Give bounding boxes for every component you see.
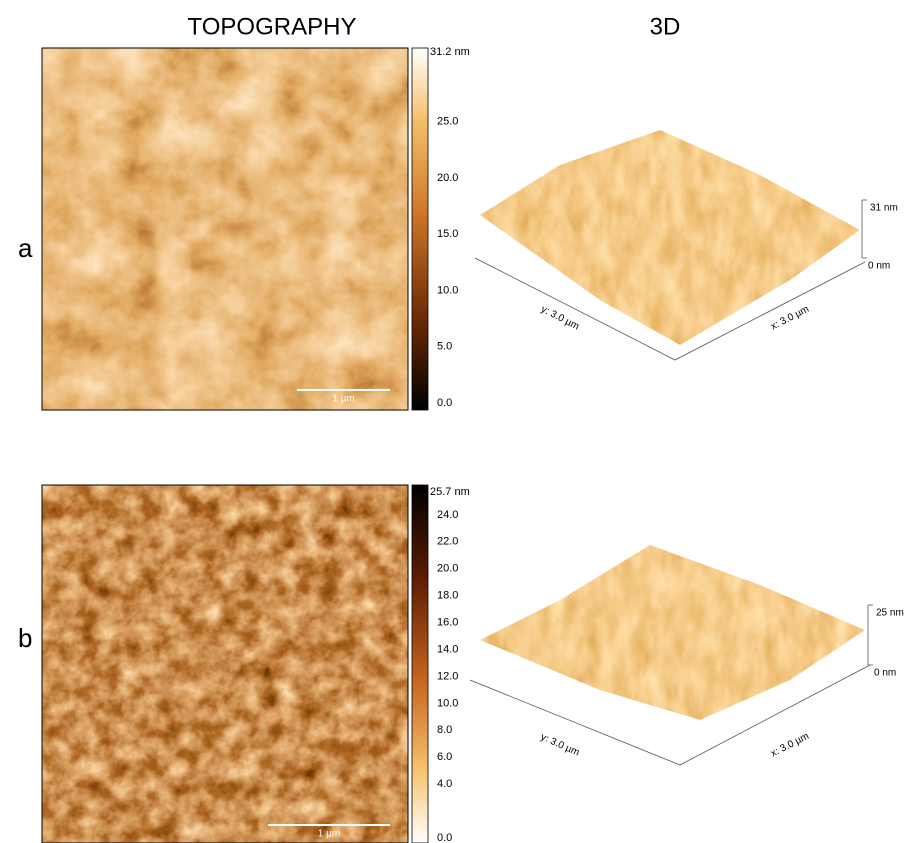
colorbar-tick-label: 14.0 — [437, 643, 458, 655]
colorbar-max-label: 31.2 nm — [430, 46, 470, 58]
column-header: 3D — [650, 13, 681, 40]
colorbar — [412, 48, 428, 410]
colorbar-tick-label: 20.0 — [437, 172, 458, 184]
colorbar-tick-label: 16.0 — [437, 616, 458, 628]
colorbar-tick-label: 25.0 — [437, 116, 458, 128]
colorbar-tick-label: 24.0 — [437, 509, 458, 521]
colorbar-max-label: 25.7 nm — [430, 486, 470, 498]
topography-image — [42, 485, 408, 843]
scale-bar-label: 1 µm — [318, 829, 340, 840]
z-bottom-label: 0 nm — [874, 668, 896, 679]
axis-label-y: y: 3.0 µm — [539, 304, 581, 333]
colorbar-tick-label: 10.0 — [437, 284, 458, 296]
z-top-label: 25 nm — [876, 608, 904, 619]
colorbar-tick-label: 0.0 — [437, 397, 452, 409]
column-header: TOPOGRAPHY — [188, 13, 357, 40]
surface-3d — [480, 545, 865, 720]
colorbar-tick-label: 20.0 — [437, 563, 458, 575]
colorbar — [412, 485, 428, 843]
z-bottom-label: 0 nm — [868, 261, 890, 272]
colorbar-tick-label: 5.0 — [437, 341, 452, 353]
colorbar-tick-label: 10.0 — [437, 697, 458, 709]
topography-image — [42, 48, 408, 410]
figure: TOPOGRAPHY 3D a 1 µm 31.2 nm 0.0 5.0 10.0 15.0… — [0, 0, 921, 843]
colorbar-tick-label: 0.0 — [437, 832, 452, 843]
z-top-label: 31 nm — [870, 203, 898, 214]
colorbar-tick-label: 15.0 — [437, 228, 458, 240]
colorbar-tick-label: 22.0 — [437, 536, 458, 548]
colorbar-tick-label: 4.0 — [437, 778, 452, 790]
colorbar-tick-label: 12.0 — [437, 670, 458, 682]
colorbar-tick-label: 18.0 — [437, 590, 458, 602]
axis-label-y: y: 3.0 µm — [539, 732, 581, 759]
axis-label-x: x: 3.0 µm — [769, 731, 811, 760]
panel-label: b — [18, 623, 32, 653]
scale-bar-label: 1 µm — [332, 394, 354, 405]
colorbar-tick-label: 8.0 — [437, 724, 452, 736]
colorbar-tick-label: 6.0 — [437, 751, 452, 763]
panel-label: a — [18, 233, 33, 263]
